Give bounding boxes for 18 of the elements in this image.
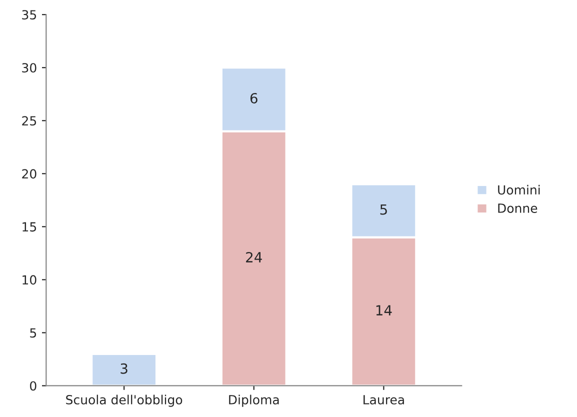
x-tick-label: Laurea bbox=[364, 395, 404, 404]
legend-label: Donne bbox=[498, 204, 538, 213]
y-tick-label: 10 bbox=[22, 275, 36, 285]
data-label: 24 bbox=[246, 252, 262, 262]
data-label: 14 bbox=[376, 305, 392, 316]
y-tick-label: 25 bbox=[22, 116, 36, 126]
y-tick-label: 20 bbox=[22, 169, 36, 179]
y-tick-label: 15 bbox=[22, 222, 36, 232]
x-tick-label: Scuola dell'obbligo bbox=[66, 394, 182, 407]
data-label: 6 bbox=[250, 92, 258, 104]
y-tick-label: 5 bbox=[30, 328, 36, 338]
y-tick-label: 35 bbox=[22, 10, 36, 20]
data-label: 5 bbox=[380, 204, 387, 215]
legend-label: Uomini bbox=[498, 184, 540, 195]
y-tick-label: 30 bbox=[22, 63, 36, 73]
y-tick-label: 0 bbox=[30, 381, 36, 391]
x-tick-label: Diploma bbox=[229, 394, 279, 407]
data-label: 3 bbox=[120, 363, 128, 374]
